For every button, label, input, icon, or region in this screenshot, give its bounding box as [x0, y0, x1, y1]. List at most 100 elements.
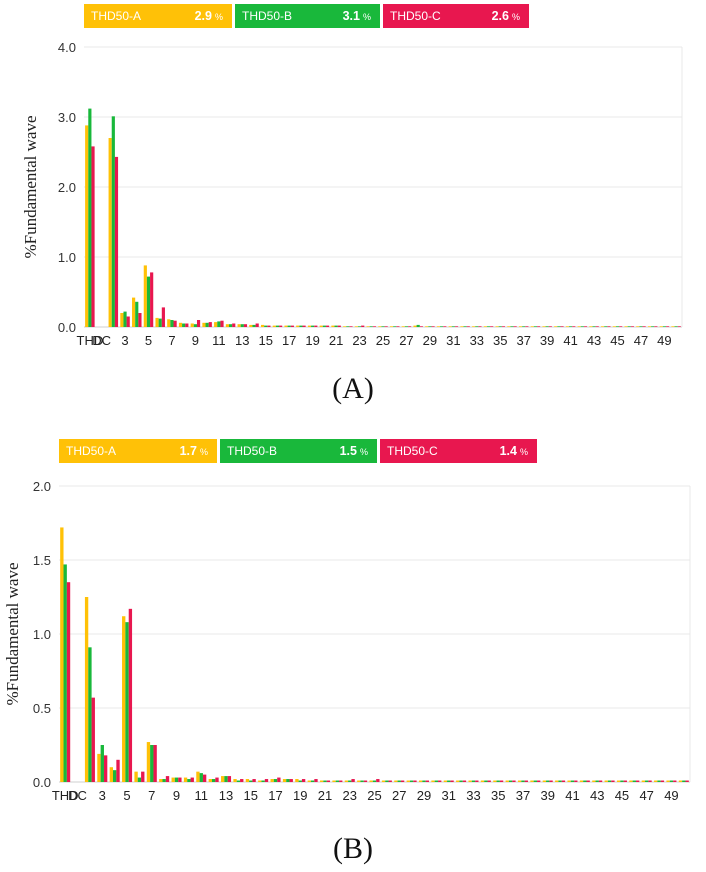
bar-thd50-a-43 — [589, 326, 593, 327]
bar-thd50-a-11 — [214, 322, 218, 327]
bar-thd50-c-34 — [487, 780, 491, 782]
bar-thd50-a-4 — [109, 767, 114, 782]
bar-thd50-a-43 — [592, 780, 596, 782]
legend-chip-phase-a[interactable]: THD50-A 2.9% — [84, 4, 232, 28]
bar-thd50-a-34 — [480, 780, 485, 782]
bar-thd50-b-19 — [311, 325, 315, 327]
bar-thd50-a-40 — [555, 780, 559, 782]
bar-thd50-b-23 — [357, 326, 362, 327]
bar-thd50-a-49 — [659, 326, 663, 327]
legend-chip-phase-c[interactable]: THD50-C 2.6% — [383, 4, 529, 28]
x-tick-label: 3 — [99, 788, 106, 803]
bar-thd50-c-3 — [103, 755, 108, 782]
bar-thd50-a-8 — [178, 322, 183, 327]
y-tick-label: 1.0 — [58, 250, 76, 265]
x-tick-label: 47 — [639, 788, 653, 803]
bar-thd50-c-40 — [560, 326, 564, 327]
bar-thd50-b-28 — [409, 780, 414, 782]
bar-thd50-c-12 — [215, 777, 219, 782]
bar-thd50-c-24 — [363, 780, 368, 782]
bar-thd50-b-13 — [240, 324, 244, 327]
x-tick-label: 41 — [565, 788, 579, 803]
bar-thd50-c-20 — [314, 779, 318, 782]
bar-thd50-a-7 — [146, 742, 151, 782]
bar-thd50-b-43 — [595, 780, 599, 782]
bar-thd50-b-19 — [298, 780, 302, 782]
bar-thd50-a-8 — [159, 779, 163, 782]
bar-thd50-a-3 — [120, 313, 124, 327]
bar-thd50-a-42 — [579, 780, 584, 782]
x-tick-label: 9 — [173, 788, 180, 803]
legend-chip-phase-a[interactable]: THD50-A 1.7% — [59, 439, 217, 463]
bar-thd50-c-13 — [243, 324, 248, 327]
bar-thd50-b-4 — [135, 301, 139, 327]
legend-label: THD50-B — [242, 9, 293, 23]
bar-thd50-b-33 — [475, 326, 479, 327]
bar-thd50-b-20 — [322, 325, 326, 327]
legend-label: THD50-A — [91, 9, 142, 23]
bar-thd50-a-32 — [460, 326, 464, 327]
bar-thd50-c-32 — [462, 780, 467, 782]
y-tick-label: 1.0 — [33, 627, 51, 642]
bar-thd50-c-thd — [91, 146, 95, 327]
bar-thd50-c-38 — [537, 326, 541, 327]
bar-thd50-b-20 — [310, 780, 315, 782]
bar-thd50-b-24 — [369, 326, 373, 327]
bar-thd50-b-36 — [508, 780, 513, 782]
bar-thd50-c-16 — [279, 325, 283, 327]
bar-thd50-c-27 — [408, 326, 412, 327]
x-tick-label: 9 — [192, 333, 199, 348]
bar-thd50-c-15 — [252, 779, 256, 782]
legend-chip-phase-c[interactable]: THD50-C 1.4% — [380, 439, 537, 463]
legend-chip-phase-b[interactable]: THD50-B 3.1% — [235, 4, 380, 28]
bar-thd50-c-39 — [549, 780, 553, 782]
bar-thd50-a-24 — [357, 780, 361, 782]
bar-thd50-c-37 — [524, 780, 528, 782]
y-tick-label: 2.0 — [58, 180, 76, 195]
bar-thd50-b-32 — [459, 780, 463, 782]
bar-thd50-b-16 — [261, 780, 265, 782]
legend-unit: % — [362, 12, 371, 22]
bar-thd50-a-6 — [155, 317, 159, 327]
legend-value: 1.7 — [179, 444, 197, 458]
bar-thd50-b-14 — [236, 780, 241, 782]
legend-value: 1.5 — [339, 444, 357, 458]
x-tick-label: 45 — [615, 788, 629, 803]
bar-thd50-c-17 — [290, 325, 294, 327]
x-tick-label: THD — [77, 333, 104, 348]
bar-thd50-c-18 — [302, 325, 306, 327]
bar-thd50-c-22 — [349, 326, 353, 327]
y-tick-label: 1.5 — [33, 553, 51, 568]
bar-thd50-b-15 — [264, 325, 268, 327]
bar-thd50-b-2 — [88, 647, 92, 782]
x-tick-label: 21 — [329, 333, 343, 348]
bar-thd50-b-46 — [627, 326, 631, 327]
bar-thd50-b-24 — [360, 780, 364, 782]
bar-thd50-c-19 — [301, 779, 306, 782]
bar-thd50-c-9 — [178, 777, 182, 782]
x-tick-label: 5 — [123, 788, 130, 803]
bar-thd50-b-18 — [286, 779, 290, 782]
bar-thd50-a-13 — [237, 324, 241, 327]
legend-a: THD50-A 2.9% THD50-B 3.1% THD50-C 2.6% — [84, 4, 529, 28]
legend-chip-phase-b[interactable]: THD50-B 1.5% — [220, 439, 377, 463]
bar-thd50-a-34 — [483, 326, 487, 327]
bar-thd50-b-49 — [669, 780, 674, 782]
bar-thd50-c-18 — [289, 779, 293, 782]
x-tick-label: DC — [68, 788, 87, 803]
bar-thd50-a-30 — [431, 780, 435, 782]
bar-thd50-c-34 — [490, 326, 494, 327]
bar-thd50-a-33 — [472, 326, 476, 327]
bar-thd50-a-5 — [143, 265, 147, 327]
bar-thd50-b-48 — [657, 780, 661, 782]
bar-thd50-c-35 — [499, 780, 504, 782]
x-tick-label: 37 — [516, 333, 530, 348]
bar-thd50-c-30 — [443, 326, 447, 327]
bar-thd50-a-22 — [332, 780, 336, 782]
x-tick-label: 23 — [352, 333, 366, 348]
bar-thd50-b-28 — [416, 324, 420, 327]
bar-thd50-a-50 — [671, 326, 675, 327]
bar-thd50-c-41 — [574, 780, 578, 782]
bar-thd50-c-11 — [202, 774, 207, 782]
bar-thd50-a-14 — [249, 324, 253, 327]
